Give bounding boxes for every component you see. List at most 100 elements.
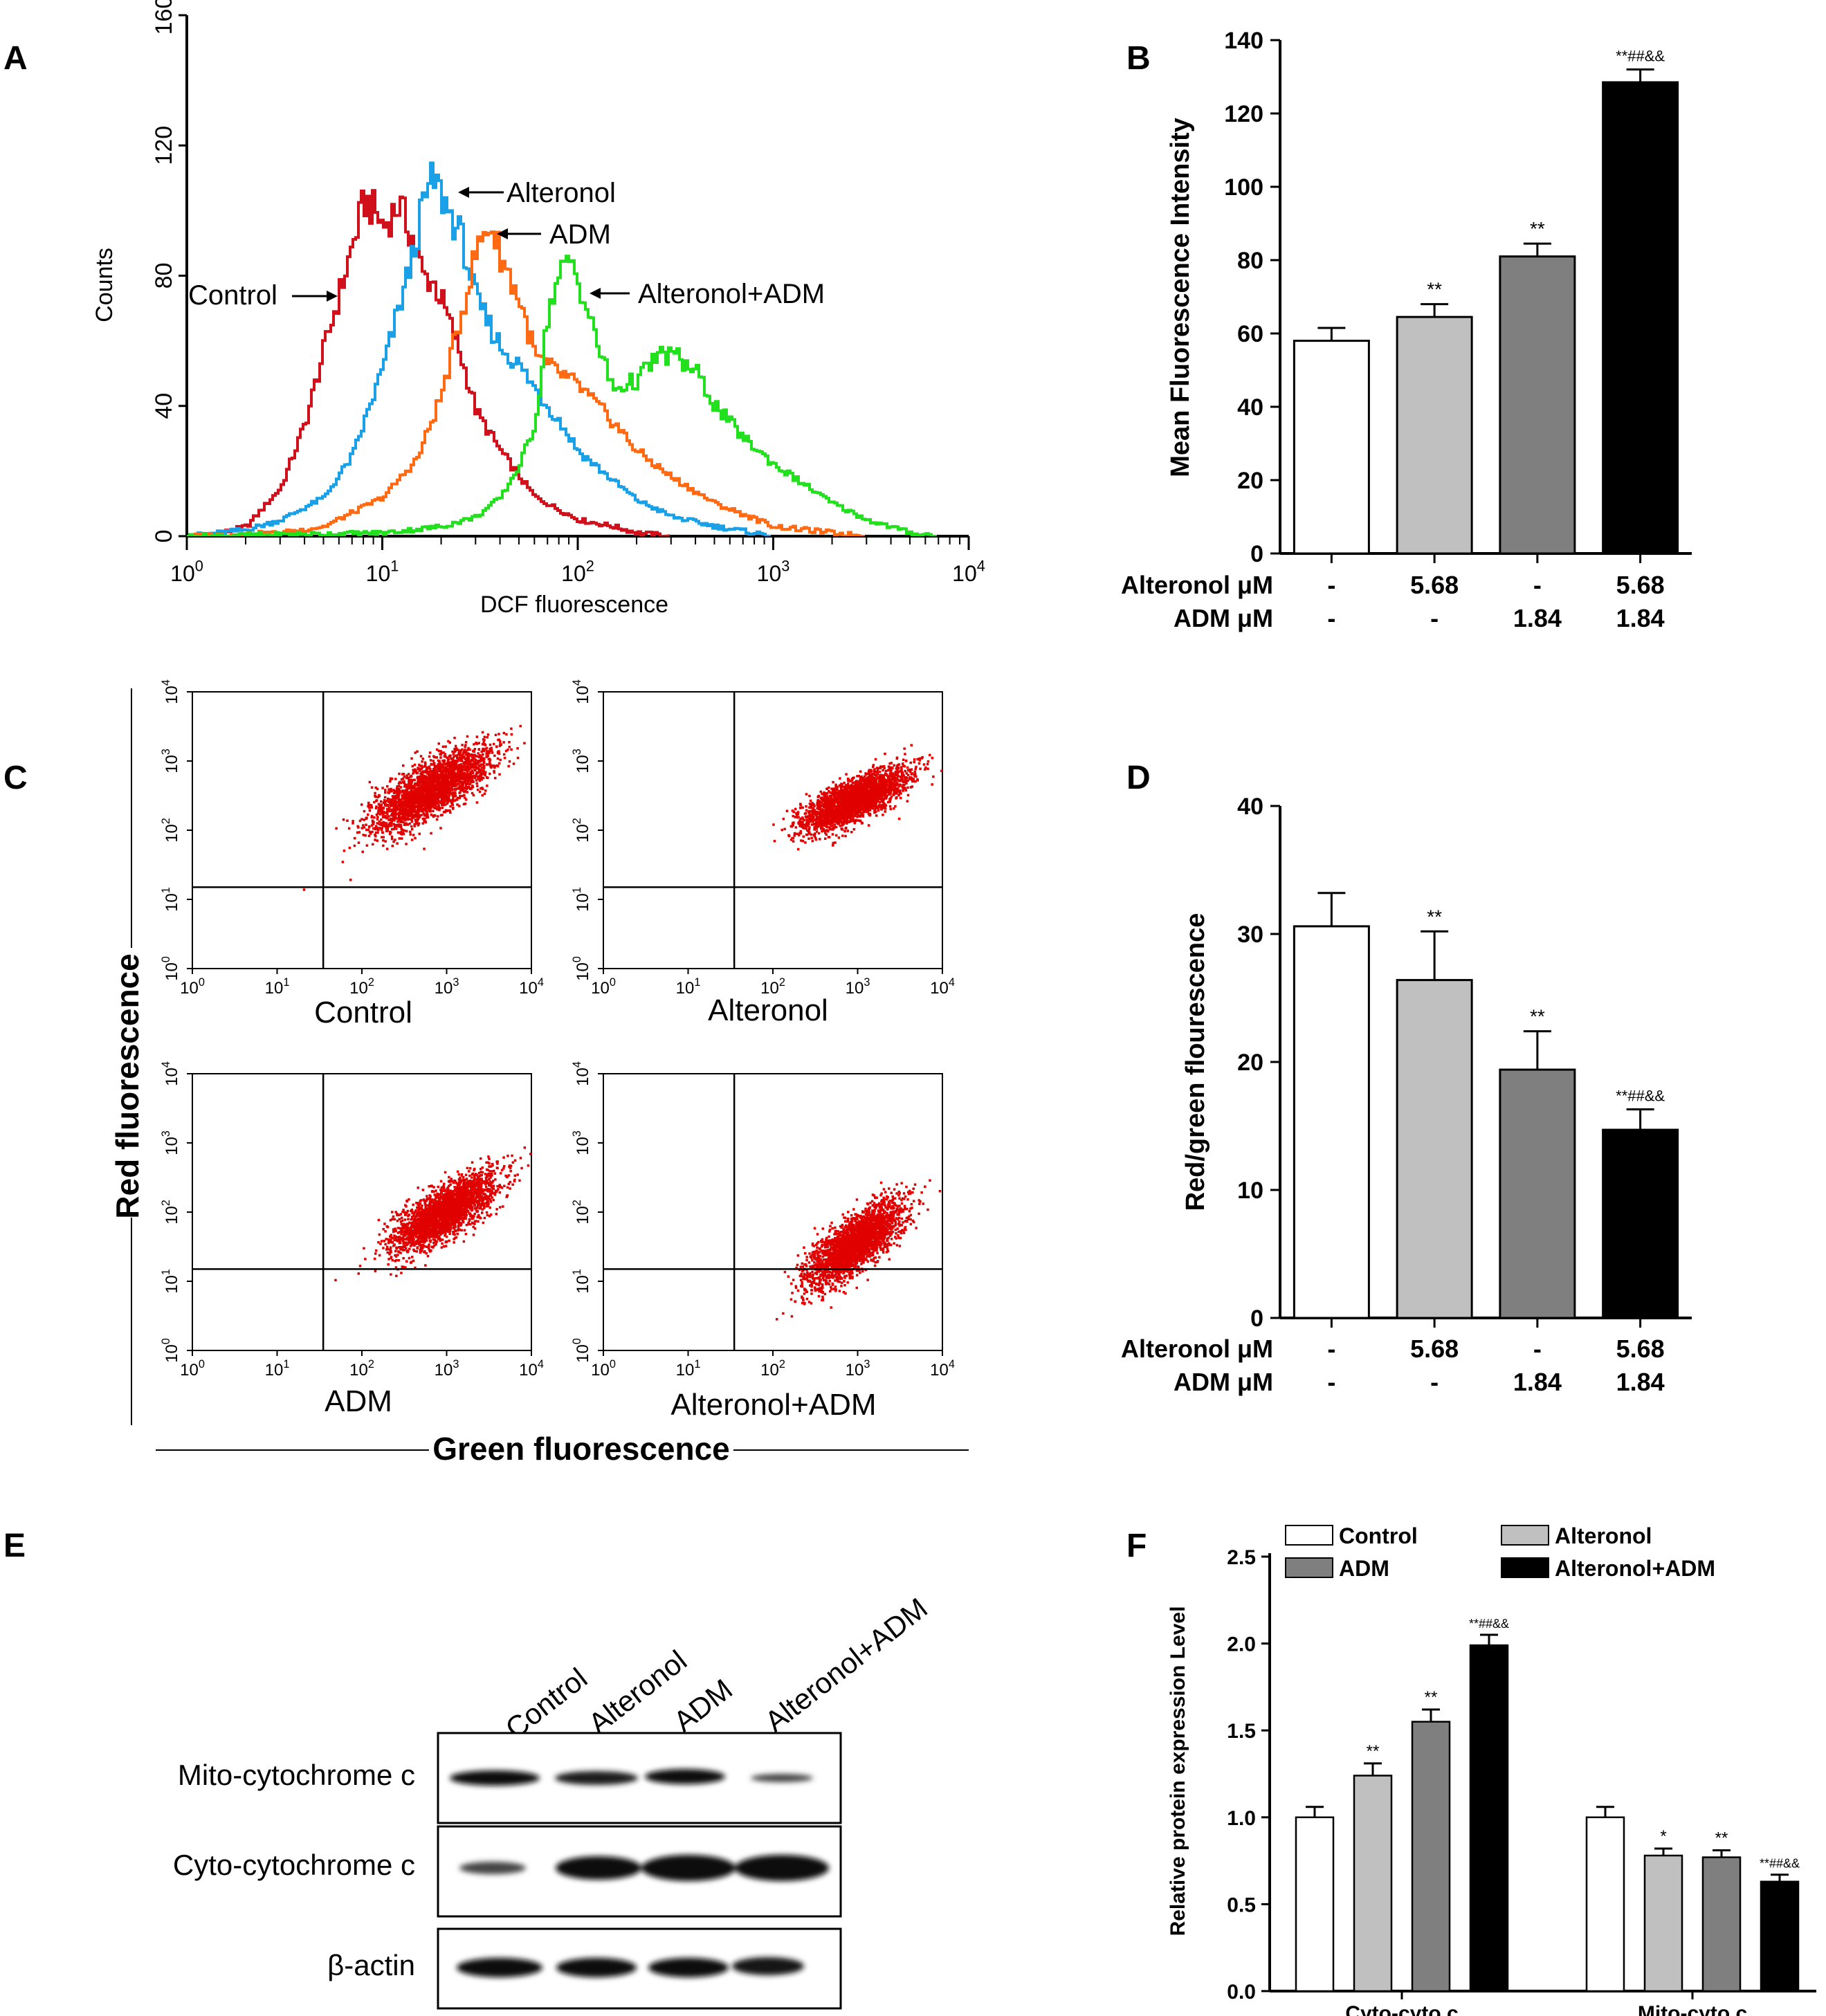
d-treat-adm-1: -	[1430, 1368, 1439, 1396]
lane-label-combo: Alteronol+ADM	[759, 1591, 933, 1738]
histogram-control	[187, 189, 670, 536]
legend-label-adm: ADM	[1339, 1556, 1389, 1581]
dot-plot-1-xtick-4: 104	[930, 976, 955, 998]
dot-plot-1-xtick-1-exp: 1	[694, 976, 700, 989]
d-bar-2	[1499, 1068, 1576, 1319]
dot-plot-1-xtick-2: 102	[760, 976, 785, 998]
dot-plot-2-ytick-1: 101	[160, 1269, 181, 1294]
dot-plot-1-ytick-0: 100	[571, 956, 592, 981]
panel-f: F 0.0 0.5 1.0 1.5 2.0 2.5 Cyto-cyto c Mito-cyto…	[1126, 1523, 1816, 2016]
dot-plot-0-ytick-4-base: 10	[163, 686, 181, 704]
d-bar-1	[1396, 979, 1473, 1319]
dot-plot-2-xtick-2: 102	[349, 1358, 374, 1380]
b-bar-3	[1602, 81, 1679, 555]
dot-plot-2-ytick-2-base: 10	[163, 1206, 181, 1225]
dot-plot-3-xtick-1: 101	[676, 1358, 701, 1380]
lane-label-adm: ADM	[668, 1673, 738, 1739]
dot-plot-1-ytick-2-exp: 2	[571, 818, 583, 824]
dot-plot-1-xtick-3-exp: 3	[864, 976, 870, 989]
panel-d: D 0 10 20 30 40 ** ** **##&& Red/green floures…	[1121, 760, 1692, 1396]
a-xtick-label-2: 102	[561, 558, 594, 586]
b-ytick-label-4: 80	[1237, 248, 1263, 274]
dot-plot-3-ytick-0: 100	[571, 1338, 592, 1363]
dot-plot-2-xtick-0-base: 10	[180, 1361, 199, 1380]
panel-c-label: C	[3, 760, 28, 796]
dot-plot-0-ytick-0-exp: 0	[160, 956, 172, 962]
blot-label-mito: Mito-cytochrome c	[178, 1759, 415, 1791]
dot-plot-0-ytick-1: 101	[160, 887, 181, 912]
dot-plot-0-ytick-0: 100	[160, 956, 181, 981]
annotation-adm: ADM	[549, 219, 611, 250]
panel-d-label: D	[1126, 760, 1151, 796]
dot-plot-1-ytick-1-exp: 1	[571, 887, 583, 893]
dot-plot-0-xtick-1: 101	[265, 976, 290, 998]
f-bar-1-0	[1585, 1816, 1625, 1992]
d-ytick-label-2: 20	[1237, 1050, 1263, 1076]
legend-label-control: Control	[1339, 1523, 1418, 1548]
panel-b-label: B	[1126, 40, 1151, 77]
b-sig-2: **	[1530, 218, 1545, 239]
dot-plot-2-xtick-1: 101	[265, 1358, 290, 1380]
dot-plot-2-xtick-4-base: 10	[519, 1361, 538, 1380]
dot-plot-2-xtick-2-exp: 2	[368, 1358, 374, 1371]
a-xtick-label-0-base: 10	[170, 561, 195, 586]
dot-plot-0-xtick-1-base: 10	[265, 979, 284, 998]
histogram-alteronol	[187, 161, 771, 536]
dot-plot-3-ytick-3-base: 10	[574, 1137, 592, 1155]
blot-label-actin: β-actin	[327, 1949, 415, 1981]
dot-plot-2-xtick-0: 100	[180, 1358, 205, 1380]
dot-plot-2-ytick-0-exp: 0	[160, 1338, 172, 1344]
d-treat-adm-3: 1.84	[1616, 1368, 1665, 1396]
dot-plot-0-xtick-0-exp: 0	[199, 976, 205, 989]
f-sig-0-2: **	[1425, 1688, 1438, 1707]
arrow-alteronol-head	[458, 187, 469, 198]
band-actin-combo	[732, 1957, 804, 1975]
b-treat-alteronol-0: -	[1327, 571, 1335, 599]
d-treat-adm-2: 1.84	[1513, 1368, 1562, 1396]
dot-plot-3-xtick-3-base: 10	[846, 1361, 864, 1380]
dot-plot-1-ytick-3-exp: 3	[571, 749, 583, 755]
dot-plot-3-xtick-2: 102	[760, 1358, 785, 1380]
b-ytick-label-0: 0	[1250, 541, 1263, 567]
dot-plot-points-0	[302, 724, 526, 891]
a-ytick-label-4: 160	[151, 0, 177, 35]
a-xtick-label-2-exp: 2	[586, 558, 594, 575]
dot-plot-2-ytick-2-exp: 2	[160, 1200, 172, 1206]
dot-plot-3-xtick-0-exp: 0	[610, 1358, 616, 1371]
dot-plot-3-ytick-1: 101	[571, 1269, 592, 1294]
legend-swatch-adm	[1285, 1557, 1333, 1578]
dot-plot-3-ytick-2-base: 10	[574, 1206, 592, 1225]
d-ytick-label-4: 40	[1237, 794, 1263, 820]
d-ytick-label-3: 30	[1237, 922, 1263, 948]
dot-plot-3-xtick-4-base: 10	[930, 1361, 949, 1380]
band-mito-adm	[645, 1769, 725, 1784]
d-treat-alteronol-1: 5.68	[1410, 1335, 1459, 1363]
a-xtick-label-4-exp: 4	[977, 558, 985, 575]
band-cyto-adm	[641, 1855, 736, 1881]
dot-plot-1-ytick-0-exp: 0	[571, 956, 583, 962]
panel-e-label: E	[3, 1528, 26, 1564]
a-ytick-label-3: 120	[151, 126, 177, 165]
b-ytick-label-7: 140	[1224, 28, 1263, 54]
a-xtick-label-3: 103	[757, 558, 790, 586]
f-bar-1-2	[1701, 1856, 1742, 1992]
dot-plot-0-ytick-2: 102	[160, 818, 181, 843]
d-sig-3: **##&&	[1616, 1087, 1665, 1104]
panel-b-y-label: Mean Fluorescence Intensity	[1166, 118, 1195, 477]
dot-plot-3-xtick-1-base: 10	[676, 1361, 695, 1380]
a-xtick-label-1-base: 10	[366, 561, 391, 586]
panel-a-label: A	[3, 40, 28, 77]
dot-plot-3-xtick-0: 100	[591, 1358, 616, 1380]
panel-b-bars: ** ** **##&&	[1293, 47, 1679, 555]
dot-plot-3-ytick-4-base: 10	[574, 1067, 592, 1086]
dot-plot-2-xtick-1-base: 10	[265, 1361, 284, 1380]
dot-plot-1-xtick-1-base: 10	[676, 979, 695, 998]
a-xtick-label-1: 101	[366, 558, 399, 586]
histogram-adm	[187, 230, 865, 536]
dot-plot-0-xtick-2-base: 10	[349, 979, 368, 998]
legend-label-alteronol: Alteronol	[1555, 1523, 1652, 1548]
band-cyto-control	[459, 1862, 526, 1874]
b-treat-alteronol-3: 5.68	[1616, 571, 1665, 599]
